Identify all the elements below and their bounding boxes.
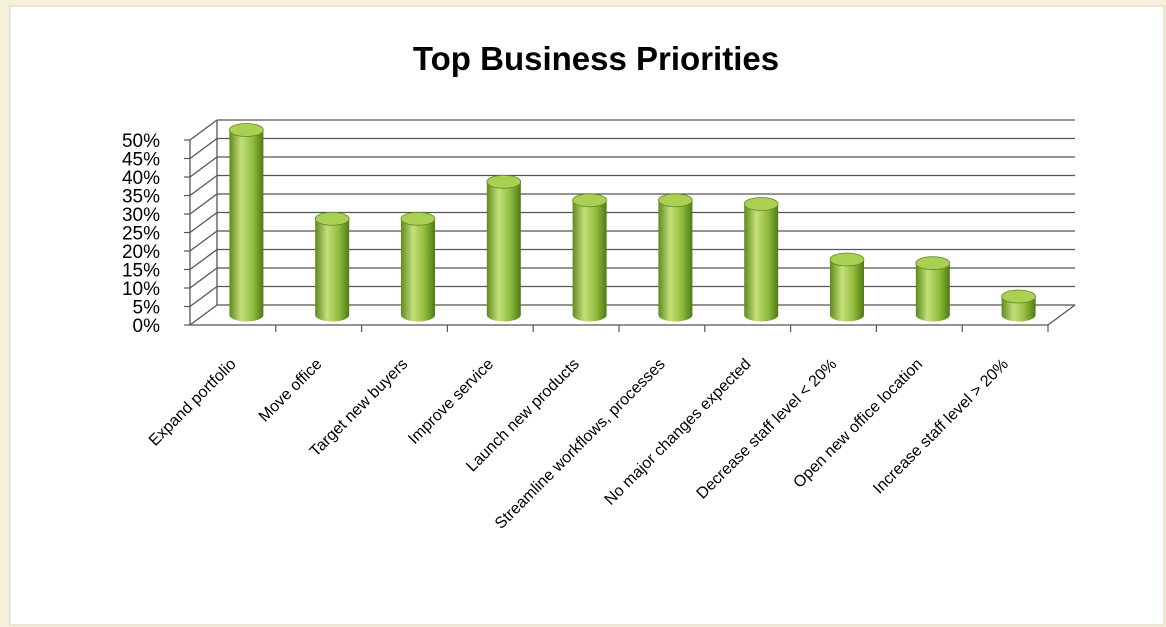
bar-base	[401, 308, 435, 322]
bar-body	[915, 263, 950, 315]
floor-edge	[1047, 304, 1076, 326]
bar-base	[315, 308, 350, 322]
bar	[658, 193, 693, 322]
y-tick-label: 10%	[122, 279, 160, 300]
gridline-side	[189, 193, 218, 215]
bar-base	[658, 308, 693, 322]
bar-body	[744, 204, 779, 315]
bar-body	[315, 218, 350, 315]
y-tick-label: 25%	[122, 224, 160, 245]
gridline-side	[189, 211, 218, 234]
y-tick-label: 30%	[122, 205, 160, 226]
bar-top	[314, 211, 350, 226]
bar	[915, 256, 951, 322]
y-axis-ticks: 0%5%10%15%20%25%30%35%40%45%50%	[122, 131, 160, 337]
bar-base	[830, 308, 864, 322]
gridline-side	[189, 174, 218, 197]
gridline-side	[189, 285, 218, 308]
bar-top	[400, 211, 436, 226]
y-tick-label: 35%	[122, 187, 160, 208]
bar-body	[572, 200, 607, 315]
bar-top	[658, 193, 693, 208]
gridline-side	[189, 248, 218, 271]
bar-top	[1001, 289, 1036, 304]
gridline-side	[189, 156, 218, 178]
gridline-side	[189, 267, 218, 289]
y-tick-label: 45%	[122, 150, 160, 171]
bar-body	[486, 181, 521, 315]
bar	[314, 211, 350, 322]
bar	[228, 123, 264, 322]
bar	[400, 211, 436, 322]
bar-base	[1001, 308, 1036, 322]
bar-base	[915, 308, 950, 322]
bar	[486, 174, 522, 322]
bar-top	[743, 197, 779, 211]
bar-body	[658, 200, 693, 315]
bar-top	[572, 193, 607, 208]
bar-base	[572, 308, 607, 322]
axes	[184, 120, 1076, 332]
y-tick-label: 20%	[122, 242, 160, 263]
y-tick-label: 50%	[122, 131, 160, 152]
bars	[228, 123, 1036, 322]
bar-body	[401, 218, 435, 315]
chart-title: Top Business Priorities	[413, 40, 779, 77]
gridline-side	[189, 137, 218, 160]
bar-top	[829, 252, 865, 267]
bar-base	[229, 308, 264, 322]
bar	[743, 197, 779, 322]
y-tick-label: 0%	[133, 316, 161, 337]
bar	[1001, 289, 1036, 322]
y-tick-label: 5%	[133, 298, 161, 319]
bar-body	[830, 259, 864, 315]
bar-top	[915, 256, 951, 271]
bar-base	[486, 308, 521, 322]
y-tick-label: 40%	[122, 168, 160, 189]
bar	[829, 252, 865, 322]
gridline-side	[189, 230, 218, 252]
bar-base	[744, 308, 779, 322]
bar-top	[228, 123, 264, 137]
gridline-side	[189, 119, 218, 141]
bar	[572, 193, 607, 322]
y-tick-label: 15%	[122, 261, 160, 282]
gridline-side	[189, 304, 218, 326]
bar-body	[229, 130, 264, 315]
bar-top	[486, 174, 522, 189]
